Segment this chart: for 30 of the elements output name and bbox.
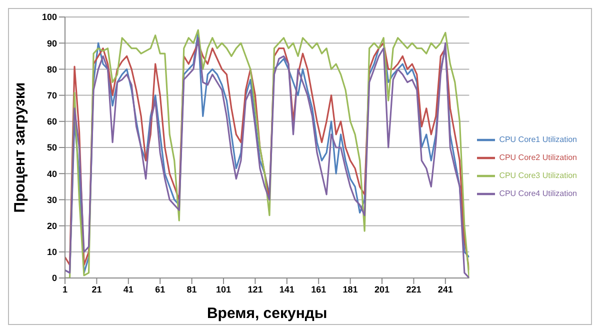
x-tick-label: 161: [311, 284, 326, 294]
x-tick-label: 61: [155, 284, 166, 294]
x-tick-label: 41: [123, 284, 134, 294]
x-tick-label: 101: [216, 284, 232, 294]
x-tick-label: 1: [62, 284, 68, 294]
y-tick-label: 20: [46, 220, 57, 231]
x-tick-label: 181: [342, 284, 358, 294]
y-tick-label: 0: [52, 273, 57, 284]
y-axis-title: Процент загрузки: [11, 82, 28, 213]
x-axis-title: Время, секунды: [206, 305, 328, 322]
y-tick-label: 70: [46, 90, 57, 100]
y-tick-label: 90: [46, 38, 57, 48]
y-tick-label: 50: [46, 142, 57, 153]
x-tick-label: 241: [438, 284, 453, 294]
y-tick-label: 40: [46, 168, 57, 179]
x-tick-label: 121: [248, 284, 263, 294]
legend-label: CPU Core4 Utilization: [499, 188, 577, 198]
legend-label: CPU Core2 Utilization: [499, 152, 577, 162]
x-tick-label: 81: [186, 284, 197, 294]
legend-label: CPU Core1 Utilization: [499, 134, 577, 144]
y-tick-label: 80: [46, 64, 57, 74]
y-tick-label: 30: [46, 194, 57, 205]
legend-label: CPU Core3 Utilization: [499, 170, 577, 180]
x-tick-label: 141: [279, 284, 294, 294]
y-tick-label: 100: [42, 12, 57, 22]
x-tick-label: 221: [406, 284, 422, 294]
x-tick-label: 201: [374, 284, 390, 294]
y-tick-label: 60: [46, 116, 57, 127]
x-tick-label: 21: [92, 284, 102, 294]
y-tick-label: 10: [46, 247, 57, 258]
